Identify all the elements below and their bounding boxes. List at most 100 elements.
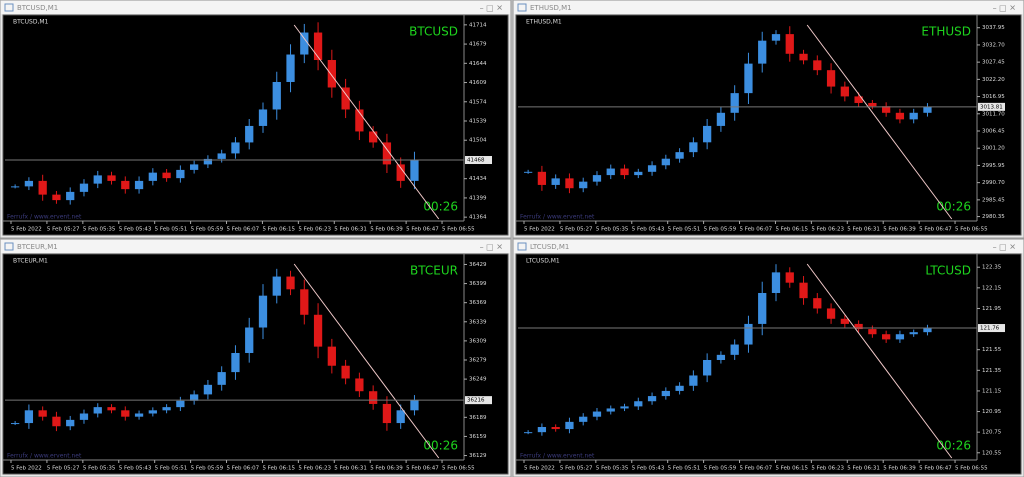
timer: 00:26 xyxy=(423,439,458,453)
x-tick-label: 5 Feb 2022 xyxy=(524,466,555,472)
candle-body xyxy=(730,93,739,113)
x-tick-label: 5 Feb 05:35 xyxy=(596,466,629,472)
x-tick-label: 5 Feb 06:15 xyxy=(262,466,295,472)
candle-body xyxy=(121,180,130,190)
candle-body xyxy=(313,32,323,61)
candle-body xyxy=(217,153,226,159)
y-tick-label: 121.55 xyxy=(982,347,1002,353)
candle-body xyxy=(190,164,199,170)
candle-body xyxy=(231,352,240,373)
window-buttons: – □ ✕ xyxy=(480,4,503,13)
candle-body xyxy=(79,183,89,192)
x-tick-label: 5 Feb 05:59 xyxy=(191,466,224,472)
y-tick-label: 36279 xyxy=(469,358,487,364)
window-title: BTCEUR,M1 xyxy=(17,243,58,251)
x-tick-label: 5 Feb 05:35 xyxy=(83,466,116,472)
chart-label: BTCUSD,M1 xyxy=(13,19,49,26)
x-tick-label: 5 Feb 06:23 xyxy=(298,466,331,472)
x-tick-label: 5 Feb 06:47 xyxy=(919,466,952,472)
chart-label: ETHUSD,M1 xyxy=(526,19,562,26)
candle-body xyxy=(785,272,794,283)
candle-body xyxy=(565,421,574,430)
y-tick-label: 3011.70 xyxy=(982,111,1005,117)
candle-body xyxy=(565,178,574,189)
trend-line xyxy=(293,24,440,220)
candle-body xyxy=(162,172,171,179)
candle-body xyxy=(854,323,863,330)
y-tick-label: 120.75 xyxy=(982,430,1002,436)
window-title: ETHUSD,M1 xyxy=(530,4,572,12)
candle-body xyxy=(38,410,47,417)
candle-body xyxy=(176,169,185,179)
candle-body xyxy=(744,323,753,345)
x-tick-label: 5 Feb 06:23 xyxy=(811,466,844,472)
candle-body xyxy=(826,70,836,87)
candle-body xyxy=(272,81,281,110)
candle-body xyxy=(176,400,185,408)
x-tick-label: 5 Feb 06:55 xyxy=(955,466,988,472)
x-tick-label: 5 Feb 05:43 xyxy=(632,227,665,233)
candle-body xyxy=(286,54,295,82)
y-tick-label: 36189 xyxy=(469,415,487,421)
x-tick-label: 5 Feb 06:31 xyxy=(334,466,367,472)
candle-body xyxy=(327,346,336,366)
candle-body xyxy=(716,354,726,360)
candle-body xyxy=(272,276,281,296)
y-tick-label: 2980.35 xyxy=(982,214,1005,220)
candle-body xyxy=(148,410,157,414)
candle-body xyxy=(258,295,268,328)
y-tick-label: 36339 xyxy=(469,319,487,325)
candle-body xyxy=(382,403,392,424)
x-tick-label: 5 Feb 05:27 xyxy=(560,227,593,233)
candle-body xyxy=(868,329,877,335)
candle-body xyxy=(258,109,268,126)
candle-body xyxy=(551,427,560,430)
chart-window: BTCEUR,M1 – □ ✕ BTCEUR,M1 BTCEUR 00:26 Ferruf… xyxy=(0,238,512,477)
x-tick-label: 5 Feb 05:27 xyxy=(47,466,80,472)
trend-line xyxy=(806,263,953,459)
candle-body xyxy=(813,298,822,309)
candle-body xyxy=(592,175,602,182)
window-title: LTCUSD,M1 xyxy=(530,243,569,251)
timer: 00:26 xyxy=(936,200,971,214)
y-tick-label: 41574 xyxy=(469,99,487,105)
x-tick-label: 5 Feb 06:39 xyxy=(370,466,403,472)
candle-body xyxy=(355,109,364,132)
candle-body xyxy=(882,106,891,113)
candle-body xyxy=(579,416,588,422)
x-tick-label: 5 Feb 05:59 xyxy=(191,227,224,233)
candle-body xyxy=(524,432,533,434)
x-tick-label: 5 Feb 06:47 xyxy=(406,466,439,472)
candle-body xyxy=(11,423,20,425)
x-tick-label: 5 Feb 05:51 xyxy=(155,227,188,233)
candle-body xyxy=(799,53,808,61)
window-icon xyxy=(4,3,14,12)
candle-body xyxy=(410,160,419,181)
x-tick-label: 5 Feb 2022 xyxy=(11,227,42,233)
y-tick-label: 41539 xyxy=(469,119,487,125)
x-tick-label: 5 Feb 06:07 xyxy=(227,466,260,472)
candle-body xyxy=(396,410,405,424)
y-tick-label: 41609 xyxy=(469,80,487,86)
y-tick-label: 122.35 xyxy=(982,265,1002,271)
candle-body xyxy=(592,411,602,417)
candle-body xyxy=(771,34,781,41)
symbol-label: ETHUSD xyxy=(921,25,971,39)
chart-window: BTCUSD,M1 – □ ✕ BTCUSD,M1 BTCUSD 00:26 Ferruf… xyxy=(0,0,512,239)
candle-body xyxy=(24,410,34,424)
candle-body xyxy=(52,416,61,427)
candle-body xyxy=(369,131,378,143)
window-buttons: – □ ✕ xyxy=(993,4,1016,13)
candle-body xyxy=(909,112,918,120)
y-tick-label: 3037.95 xyxy=(982,25,1005,31)
y-tick-label: 36429 xyxy=(469,262,487,268)
candle-body xyxy=(66,419,75,427)
candle-body xyxy=(882,334,891,340)
candle-body xyxy=(647,396,657,402)
x-tick-label: 5 Feb 05:27 xyxy=(47,227,80,233)
x-tick-label: 5 Feb 05:51 xyxy=(668,466,701,472)
x-tick-label: 5 Feb 05:59 xyxy=(704,466,737,472)
y-tick-label: 2985.45 xyxy=(982,197,1005,203)
y-tick-label: 36159 xyxy=(469,434,487,440)
trend-line xyxy=(293,263,440,459)
